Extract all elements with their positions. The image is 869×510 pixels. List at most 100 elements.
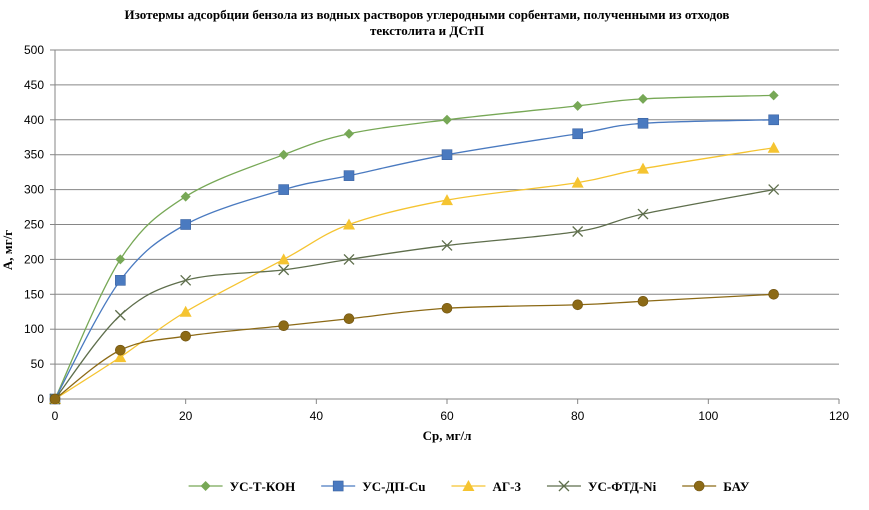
data-point (637, 162, 649, 174)
legend-marker (462, 480, 475, 491)
data-point (115, 275, 126, 286)
series-5 (49, 288, 779, 405)
data-point (768, 90, 779, 101)
data-point (637, 295, 649, 307)
data-point (343, 170, 355, 181)
axes (50, 49, 840, 404)
chart-title-line1: Изотермы адсорбции бензола из водных рас… (125, 7, 730, 22)
legend-item-1: УС-Т-КОН (188, 479, 296, 494)
data-point (180, 274, 192, 286)
y-tick-label: 350 (24, 148, 44, 162)
data-point (572, 226, 584, 237)
legend-marker (332, 480, 344, 492)
data-point (278, 184, 289, 195)
y-tick-label: 200 (24, 252, 44, 266)
data-point (180, 219, 191, 230)
data-point (180, 191, 191, 202)
y-tick-label: 400 (24, 113, 44, 127)
legend-label: УС-Т-КОН (230, 479, 296, 494)
data-point (637, 117, 649, 129)
y-tick-label: 250 (24, 218, 44, 232)
data-point (278, 320, 289, 332)
marker-stroke (768, 184, 780, 196)
data-point (572, 128, 583, 140)
data-point (180, 330, 191, 342)
marker-stroke (343, 253, 355, 265)
x-tick-label: 60 (440, 409, 454, 423)
data-point (638, 93, 648, 104)
series-line (54, 293, 774, 400)
y-tick-label: 50 (31, 357, 45, 371)
data-point (179, 305, 192, 317)
series-group (49, 90, 780, 405)
legend-label: УС-ФТД-Ni (588, 479, 657, 494)
marker-stroke (180, 274, 192, 286)
marker-stroke (278, 264, 290, 276)
data-point (572, 100, 583, 111)
data-point (768, 288, 779, 300)
x-tick-label: 20 (179, 409, 193, 423)
legend-item-5: БАУ (682, 479, 750, 494)
data-point (572, 299, 583, 311)
y-tick-label: 0 (37, 392, 44, 406)
data-point (49, 393, 61, 405)
legend-label: БАУ (723, 479, 750, 494)
data-point (343, 218, 355, 230)
x-axis-label: Ср, мг/л (423, 428, 472, 443)
data-point (115, 254, 126, 265)
data-point (768, 184, 780, 196)
legend-label: АГ-3 (492, 479, 521, 494)
legend-marker (558, 480, 570, 492)
data-point (441, 302, 453, 314)
data-point (768, 114, 779, 126)
series-line (54, 94, 774, 400)
data-point (114, 351, 127, 363)
data-point (441, 239, 453, 251)
data-point (767, 141, 780, 153)
y-tick-label: 300 (24, 183, 44, 197)
data-point (442, 114, 452, 125)
x-tick-label: 40 (310, 409, 324, 423)
data-point (344, 128, 354, 139)
data-point (278, 264, 290, 276)
marker-stroke (558, 480, 570, 492)
chart-title-line2: текстолита и ДСтП (370, 23, 484, 38)
grid (55, 49, 839, 365)
data-point (441, 194, 453, 206)
data-point (115, 344, 126, 356)
series-line (54, 147, 774, 400)
series-3 (49, 141, 780, 404)
y-tick-label: 150 (24, 287, 44, 301)
data-point (571, 176, 584, 188)
marker-stroke (441, 239, 453, 251)
x-tick-label: 0 (52, 409, 59, 423)
data-point (343, 313, 355, 325)
y-tick-label: 100 (24, 322, 44, 336)
marker-stroke (114, 309, 126, 321)
data-point (441, 149, 453, 160)
series-1 (50, 90, 779, 404)
legend-marker (693, 480, 705, 492)
x-tick-label: 100 (698, 409, 718, 423)
y-tick-label: 500 (24, 43, 44, 57)
legend: УС-Т-КОН УС-ДП-Cu АГ-3 УС-ФТД-Ni БАУ (188, 479, 750, 494)
data-point (114, 309, 126, 321)
legend-item-4: УС-ФТД-Ni (546, 479, 657, 494)
data-point (637, 208, 649, 220)
legend-item-2: УС-ДП-Cu (321, 479, 425, 494)
marker-stroke (572, 226, 584, 237)
series-line (54, 188, 774, 400)
legend-marker (200, 481, 211, 491)
tick-labels: 0 50 100 150 200 250 300 350 400 450 500 0 20 40 60 80 1… (24, 43, 849, 423)
data-point (343, 253, 355, 265)
data-point (277, 253, 290, 265)
legend-label: УС-ДП-Cu (362, 479, 425, 494)
y-axis-label: А, мг/г (0, 230, 15, 270)
x-tick-label: 80 (571, 409, 585, 423)
y-tick-label: 450 (24, 78, 44, 92)
data-point (278, 149, 289, 160)
legend-item-3: АГ-3 (451, 479, 521, 494)
marker-stroke (637, 208, 649, 220)
x-tick-label: 120 (829, 409, 849, 423)
